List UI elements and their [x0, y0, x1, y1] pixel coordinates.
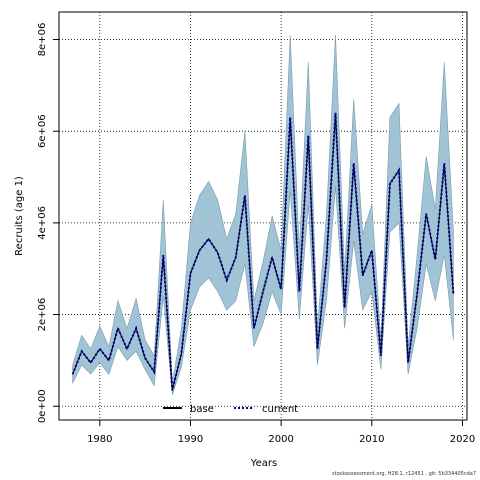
x-axis: 1980 1990 2000 2010 2020	[87, 420, 475, 445]
y-axis: 0e+00 2e+06 4e+06 6e+06 8e+06	[37, 23, 59, 423]
y-tick-label: 8e+06	[37, 23, 48, 57]
x-tick-label: 1980	[87, 434, 112, 445]
y-tick-label: 6e+06	[37, 114, 48, 148]
x-tick-label: 2020	[450, 434, 475, 445]
grid-lines	[59, 12, 467, 420]
y-tick-label: 0e+00	[37, 389, 48, 423]
y-tick-label: 2e+06	[37, 298, 48, 332]
legend: base current	[163, 404, 298, 415]
y-tick-label: 4e+06	[37, 206, 48, 240]
x-tick-label: 1990	[178, 434, 203, 445]
x-axis-label: Years	[250, 458, 277, 469]
x-tick-label: 2000	[268, 434, 293, 445]
x-tick-label: 2010	[359, 434, 384, 445]
confidence-band	[72, 34, 454, 395]
plot-frame	[58, 11, 468, 421]
series-line-current	[71, 112, 455, 391]
footer-note: stockassessment.org, H28.1, r12451 , git…	[332, 471, 476, 477]
legend-label-current: current	[262, 404, 298, 415]
legend-label-base: base	[190, 404, 214, 415]
y-axis-label: Recruits (age 1)	[14, 176, 25, 256]
